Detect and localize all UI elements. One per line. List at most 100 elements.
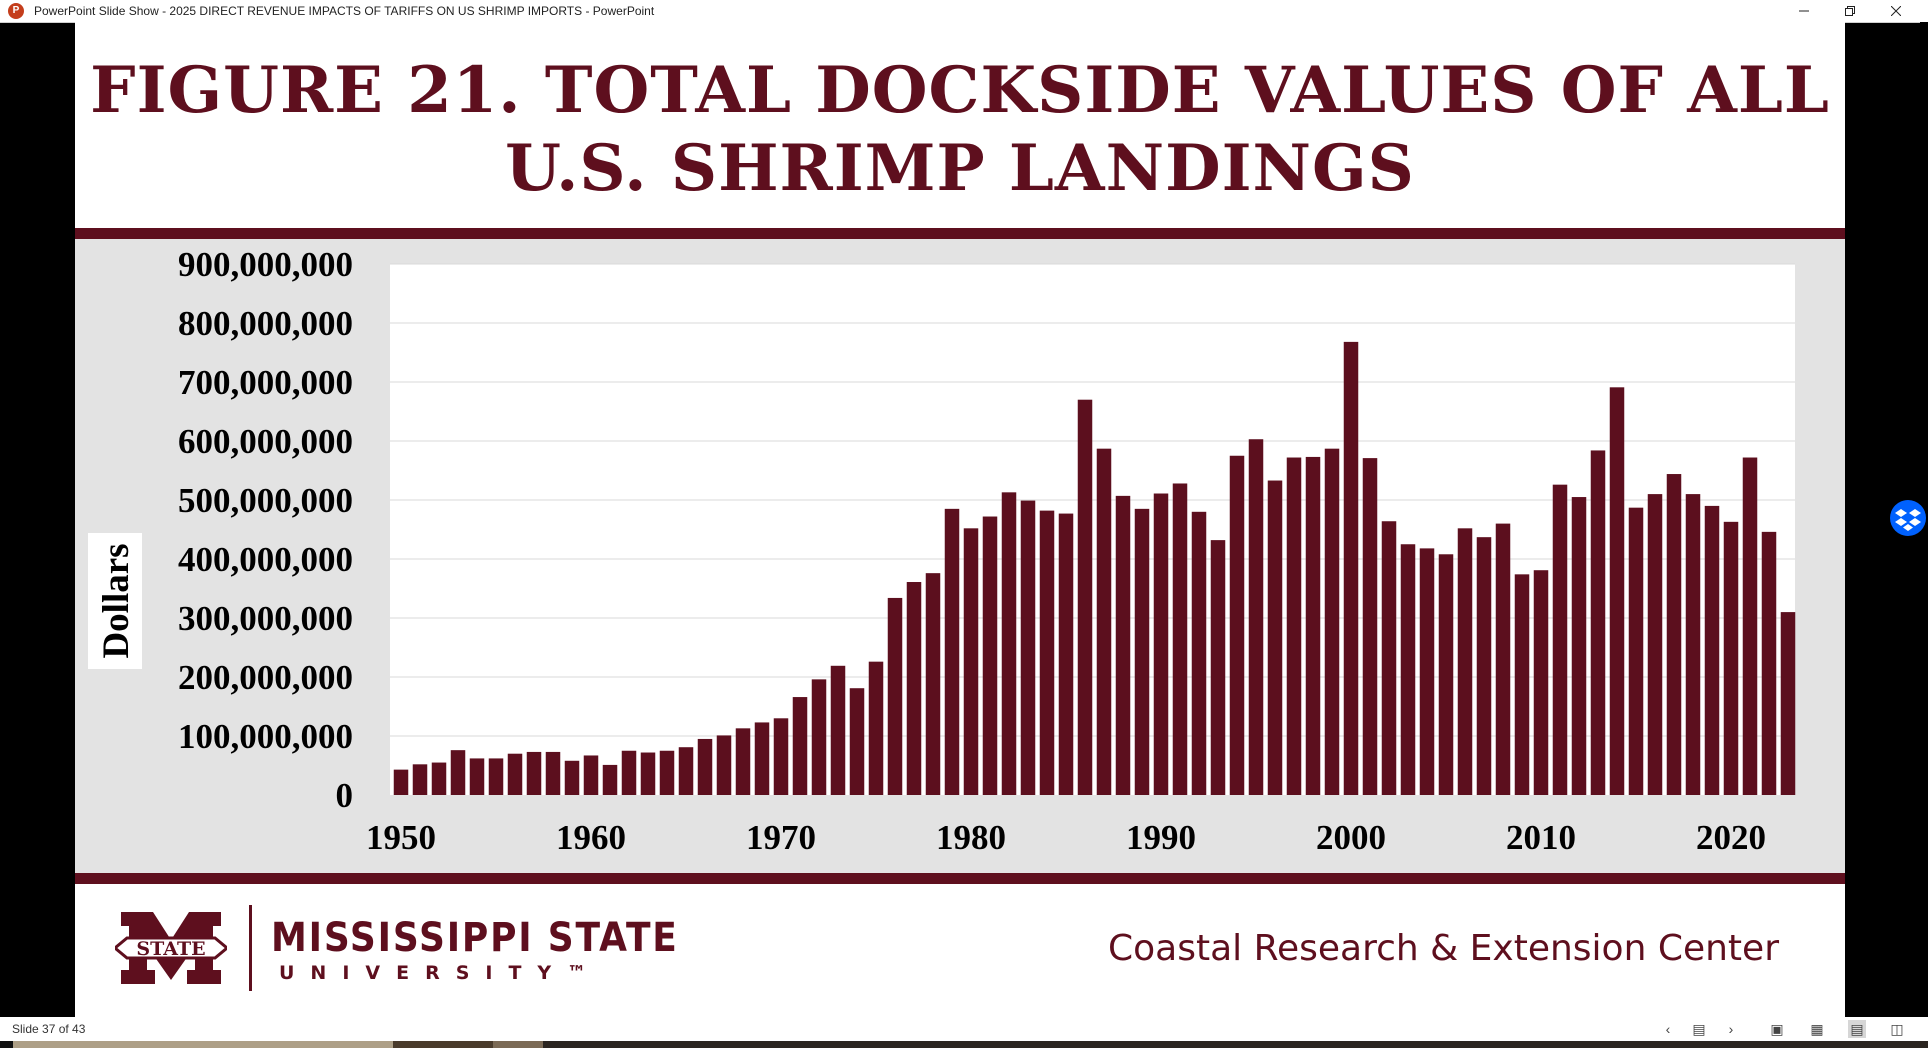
slide-footer: STATE MISSISSIPPI STATE UNIVERSITY™ Coas… [75, 888, 1845, 1017]
bar-1970 [773, 718, 789, 795]
bar-1983 [1020, 500, 1036, 795]
y-tick-label: 800,000,000 [178, 304, 353, 343]
x-tick-label: 1970 [746, 818, 816, 857]
reading-view-icon[interactable]: ▤ [1848, 1020, 1866, 1038]
slide-counter: Slide 37 of 43 [12, 1022, 86, 1036]
bar-1973 [830, 665, 846, 795]
prev-slide-icon[interactable]: ‹ [1665, 1021, 1671, 1037]
footer-divider-band [75, 873, 1845, 884]
close-icon [1891, 6, 1901, 16]
bar-1998 [1305, 456, 1321, 795]
x-tick-label: 1990 [1126, 818, 1196, 857]
bar-2010 [1533, 570, 1549, 795]
bar-1952 [431, 762, 447, 795]
bar-2004 [1419, 548, 1435, 795]
bar-1975 [868, 661, 884, 795]
bar-2008 [1495, 523, 1511, 795]
bar-1976 [887, 597, 903, 795]
slide-title-line1: FIGURE 21. TOTAL DOCKSIDE VALUES OF ALL [90, 53, 1830, 128]
university-subtitle: UNIVERSITY™ [279, 962, 603, 984]
x-axis-ticks: 1950 1960 1970 1980 1990 2000 2010 2020 [366, 818, 1766, 857]
bar-1950 [393, 769, 409, 795]
chart-panel: 0 100,000,000 200,000,000 300,000,000 400,00… [75, 239, 1845, 876]
y-tick-label: 700,000,000 [178, 363, 353, 402]
taskbar-segment [393, 1041, 493, 1048]
bar-1977 [906, 582, 922, 795]
bar-2013 [1590, 450, 1606, 795]
y-tick-label: 0 [336, 776, 354, 815]
slide-sorter-icon[interactable]: ▦ [1810, 1021, 1824, 1037]
x-tick-label: 2000 [1316, 818, 1386, 857]
restore-button[interactable] [1828, 0, 1872, 22]
dropbox-icon[interactable] [1890, 500, 1926, 536]
slide-menu-icon[interactable]: ▤ [1692, 1021, 1706, 1037]
bar-1982 [1001, 492, 1017, 795]
bar-1988 [1115, 495, 1131, 795]
slide-title-line2: U.S. SHRIMP LANDINGS [505, 131, 1415, 206]
bar-2017 [1666, 474, 1682, 795]
bar-1971 [792, 697, 808, 795]
bar-2014 [1609, 387, 1625, 795]
university-name: MISSISSIPPI STATE [271, 915, 679, 961]
bar-1974 [849, 688, 865, 795]
normal-view-icon[interactable]: ▣ [1770, 1021, 1784, 1037]
taskbar-segment [493, 1041, 543, 1048]
bar-2023 [1780, 612, 1796, 795]
bar-2021 [1742, 457, 1758, 795]
bar-2002 [1381, 521, 1397, 795]
bar-1951 [412, 764, 428, 795]
bar-1997 [1286, 457, 1302, 795]
bar-2015 [1628, 507, 1644, 795]
title-divider-band [75, 228, 1845, 239]
powerpoint-icon: P [8, 3, 24, 19]
bar-1992 [1191, 511, 1207, 795]
bar-1995 [1248, 439, 1264, 795]
slide-title: FIGURE 21. TOTAL DOCKSIDE VALUES OF ALL … [75, 52, 1845, 208]
close-button[interactable] [1874, 0, 1918, 22]
bar-1960 [583, 755, 599, 795]
taskbar-segment [13, 1041, 393, 1048]
taskbar-strip [0, 1041, 1928, 1048]
bar-2005 [1438, 554, 1454, 795]
bar-1981 [982, 516, 998, 795]
bar-1956 [507, 753, 523, 795]
bar-2020 [1723, 521, 1739, 795]
bar-1963 [640, 752, 656, 795]
bar-1954 [469, 758, 485, 795]
msu-logo-icon: STATE [115, 912, 227, 984]
bar-2003 [1400, 544, 1416, 795]
bar-1984 [1039, 510, 1055, 795]
bar-2016 [1647, 494, 1663, 795]
bar-1959 [564, 760, 580, 795]
x-tick-label: 2010 [1506, 818, 1576, 857]
bar-1958 [545, 751, 561, 795]
bar-2007 [1476, 537, 1492, 795]
taskbar-segment [0, 1041, 13, 1048]
y-tick-label: 100,000,000 [178, 717, 353, 756]
center-name: Coastal Research & Extension Center [1107, 928, 1779, 969]
window-titlebar: P PowerPoint Slide Show - 2025 DIRECT RE… [0, 0, 1928, 23]
bar-1989 [1134, 508, 1150, 795]
bar-1991 [1172, 483, 1188, 795]
bar-2012 [1571, 497, 1587, 795]
bar-1969 [754, 722, 770, 795]
bar-1993 [1210, 540, 1226, 795]
x-tick-label: 1980 [936, 818, 1006, 857]
bar-1957 [526, 751, 542, 795]
bar-2000 [1343, 341, 1359, 795]
next-slide-icon[interactable]: › [1728, 1021, 1734, 1037]
restore-icon [1845, 6, 1855, 16]
bar-2011 [1552, 484, 1568, 795]
slideshow-icon[interactable]: ◫ [1890, 1021, 1904, 1037]
logo-divider [249, 905, 252, 991]
bar-1953 [450, 750, 466, 795]
bar-1964 [659, 750, 675, 795]
minimize-icon [1799, 10, 1809, 12]
bar-1968 [735, 728, 751, 795]
bar-2006 [1457, 528, 1473, 795]
minimize-button[interactable] [1782, 0, 1826, 22]
bar-2009 [1514, 574, 1530, 795]
bar-1999 [1324, 448, 1340, 795]
status-bar: Slide 37 of 43 ‹ ▤ › ▣ ▦ ▤ ◫ [0, 1017, 1928, 1041]
x-tick-label: 1950 [366, 818, 436, 857]
